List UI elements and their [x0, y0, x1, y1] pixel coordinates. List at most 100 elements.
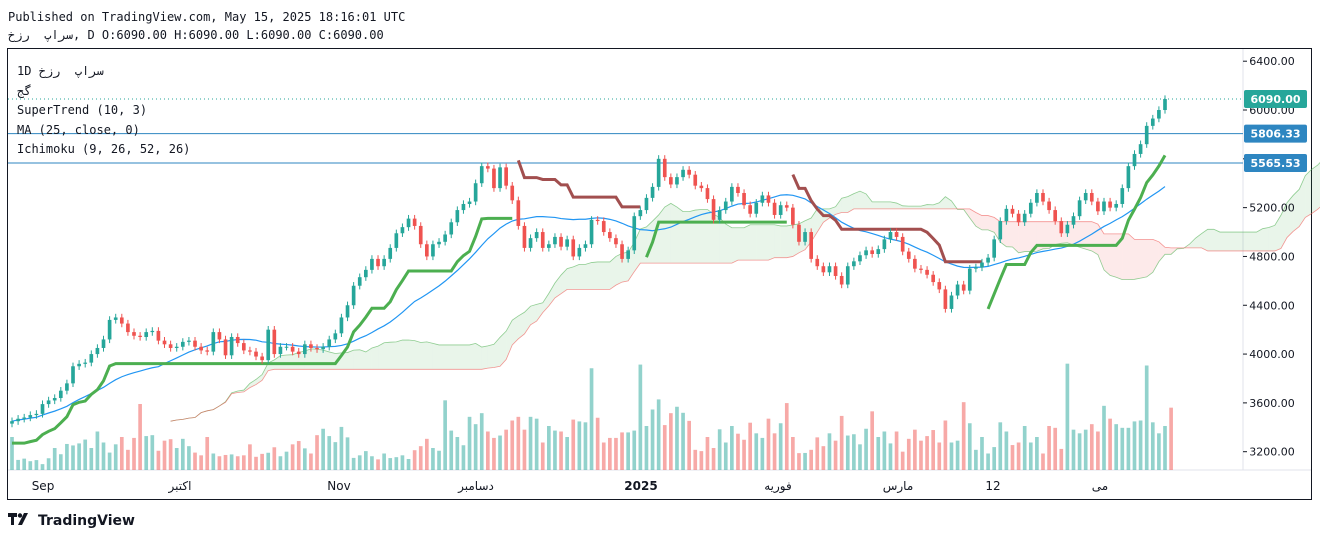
candle [852, 261, 856, 267]
candle [467, 201, 472, 204]
cloud-segment [615, 253, 623, 286]
candle [845, 266, 850, 285]
volume-bar [675, 406, 679, 470]
volume-bar [345, 437, 350, 470]
candle [339, 317, 344, 334]
volume-bar [1016, 442, 1021, 470]
candle [107, 319, 112, 340]
candle [1010, 208, 1015, 214]
volume-bar [1102, 405, 1106, 470]
candle [1004, 208, 1009, 222]
volume-bar [974, 449, 978, 470]
candle [980, 262, 984, 268]
cloud-segment [426, 341, 433, 370]
volume-bar [852, 434, 856, 470]
candle [1065, 224, 1070, 234]
volume-bar [1169, 407, 1173, 470]
volume-bar [638, 364, 643, 470]
cloud-segment [573, 264, 580, 290]
legend-supertrend[interactable]: SuperTrend (10, 3) [17, 103, 148, 117]
cloud-segment [591, 261, 598, 290]
volume-bar [241, 455, 246, 470]
candle [504, 167, 508, 186]
volume-bar [528, 416, 533, 470]
volume-bar [583, 422, 588, 470]
candle [156, 330, 161, 341]
volume-bar [699, 451, 704, 470]
cloud-segment [536, 302, 543, 322]
volume-bar [333, 442, 338, 470]
y-tick-label: 6400.00 [1249, 55, 1295, 68]
candle [669, 177, 673, 185]
legend-subtitle: گج [17, 83, 32, 98]
volume-bar [113, 444, 118, 470]
y-tick-label: 4800.00 [1249, 250, 1295, 263]
candle [833, 266, 838, 276]
volume-bar [998, 422, 1003, 470]
cloud-segment [1268, 225, 1275, 251]
supertrend-segment [986, 154, 1167, 310]
volume-bar [681, 412, 685, 470]
candle [1059, 221, 1064, 234]
cloud-segment [640, 226, 647, 264]
cloud-segment [475, 343, 482, 370]
candle [479, 166, 484, 184]
cloud-segment [1305, 169, 1312, 218]
chart-frame[interactable] [7, 48, 1312, 500]
cloud-segment [390, 341, 397, 370]
legend-ma[interactable]: MA (25, close, 0) [17, 122, 140, 137]
senkou-a [170, 162, 1320, 422]
candle [1077, 200, 1082, 217]
cloud-segment [512, 315, 519, 345]
candle [486, 166, 490, 169]
legend-ichimoku[interactable]: Ichimoku (9, 26, 52, 26) [17, 142, 191, 156]
ma-path [11, 186, 1166, 422]
volume-bar [217, 456, 222, 470]
candle [632, 216, 637, 251]
candle [522, 225, 527, 248]
candle [40, 404, 45, 414]
volume-bar [717, 429, 722, 470]
cloud-segment [841, 196, 848, 213]
volume-bar [626, 432, 630, 470]
cloud-segment [1073, 221, 1080, 248]
volume-bar [565, 437, 569, 470]
legend-symbol[interactable]: 1D سراپ رزخ [17, 64, 104, 78]
cloud-segment [493, 337, 501, 368]
cloud-segment [695, 209, 702, 264]
volume-bar [71, 445, 75, 470]
volume-bar [931, 430, 936, 470]
cloud-segment [249, 379, 257, 388]
y-tick-label: 4400.00 [1249, 299, 1295, 312]
x-tick-label: 2025 [624, 479, 657, 493]
volume-bar [83, 439, 88, 470]
cloud-segment [914, 206, 921, 209]
cloud-segment [1299, 175, 1306, 227]
cloud-segment [530, 304, 537, 325]
cloud-segment [1256, 228, 1263, 251]
cloud-segment [396, 340, 403, 370]
volume-bars [10, 363, 1173, 470]
cloud-segment [975, 212, 982, 230]
cloud-segment [835, 198, 842, 215]
ohlc-line: سراپ رزخ, D O:6090.00 H:6090.00 L:6090.0… [8, 28, 384, 42]
candle [943, 289, 948, 309]
volume-bar [864, 428, 868, 470]
cloud-segment [1287, 195, 1294, 238]
volume-bar [394, 457, 399, 470]
cloud-segment [1280, 202, 1288, 249]
volume-bar [1041, 453, 1045, 470]
ma-line [11, 186, 1166, 422]
candle [34, 413, 39, 416]
cloud-segment [713, 214, 720, 264]
volume-bar [589, 368, 594, 470]
volume-bar [815, 437, 820, 470]
cloud-segment [567, 266, 574, 290]
footer-brand[interactable]: TradingView [8, 512, 135, 530]
candle [681, 169, 685, 178]
time-axis[interactable]: Sep اکتبر Nov دسامبر 2025 فوریه مارس 12 می [32, 479, 1109, 494]
candle [278, 346, 283, 355]
volume-bar [1138, 420, 1143, 470]
price-axis[interactable]: 6400.006000.005600.005200.004800.004400.… [1243, 55, 1295, 459]
